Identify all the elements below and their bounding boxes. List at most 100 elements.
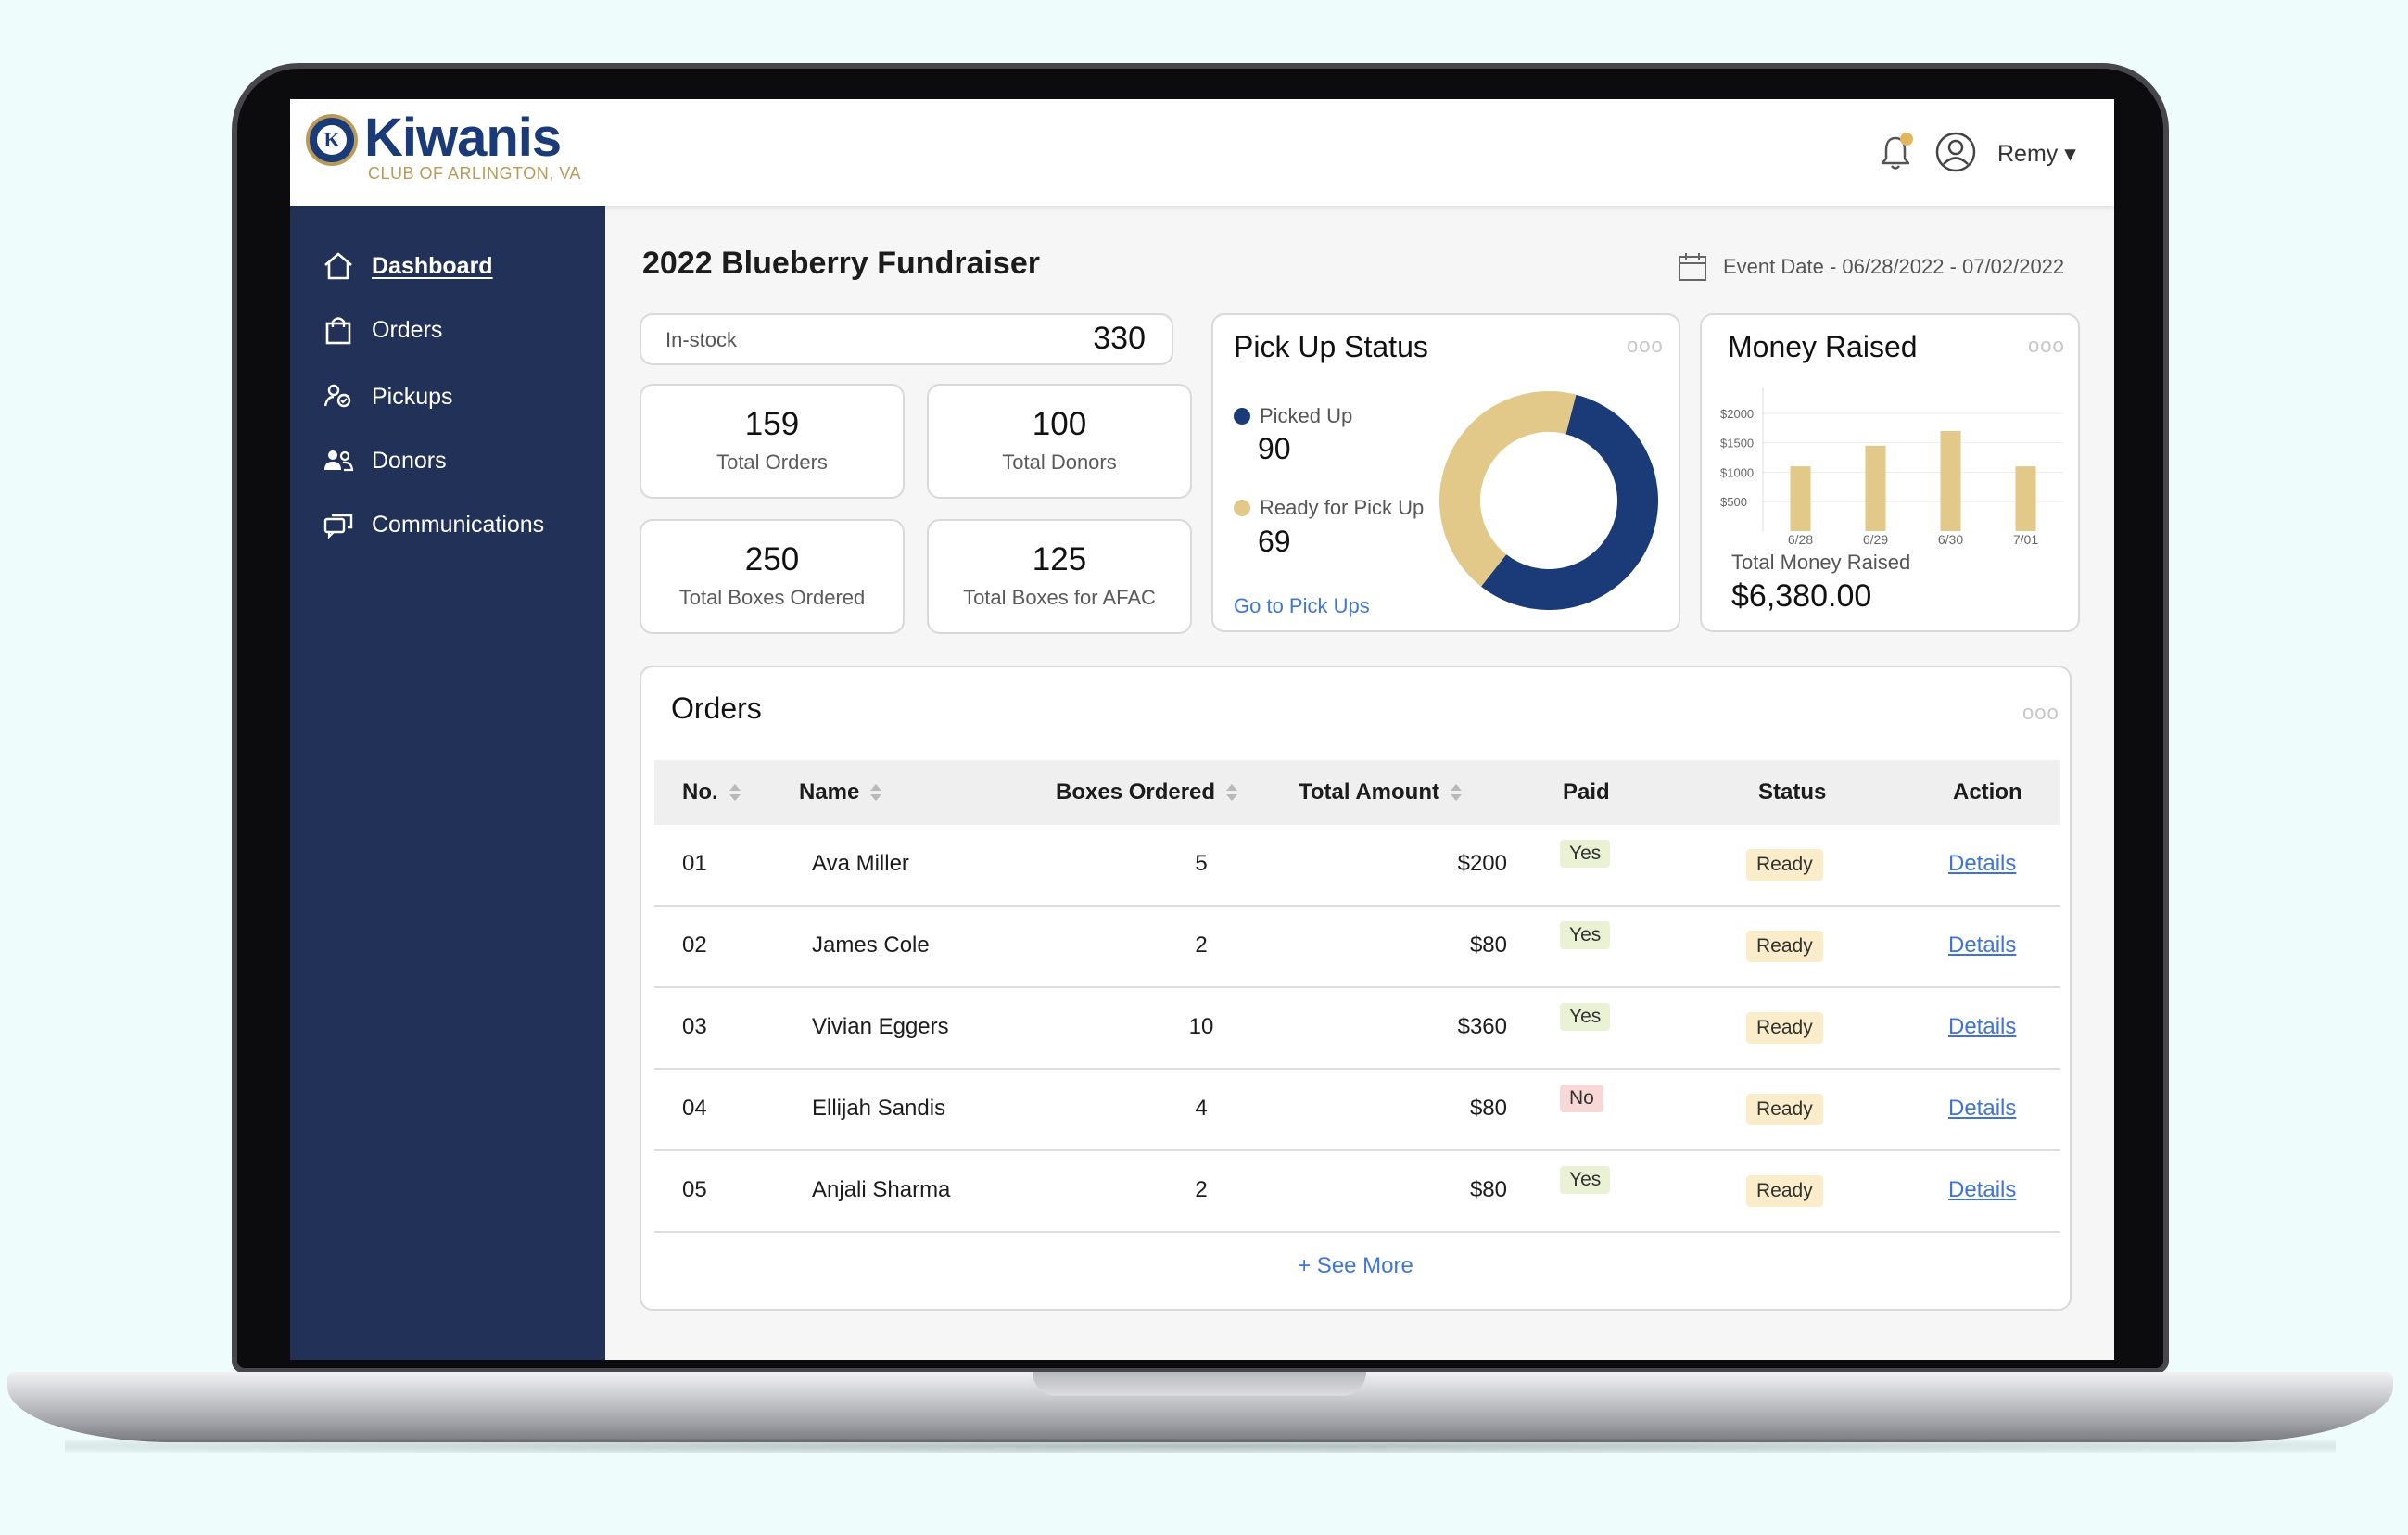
- stat-value: 250: [744, 541, 800, 577]
- stat-value: 100: [1032, 406, 1087, 442]
- more-options-icon[interactable]: ooo: [2028, 334, 2065, 357]
- brand-subtitle: CLUB OF ARLINGTON, VA: [368, 164, 581, 183]
- instock-label: In-stock: [665, 328, 738, 351]
- legend-dot-picked-icon: [1234, 408, 1250, 425]
- picked-up-value: 90: [1258, 432, 1291, 465]
- cell-amount: $80: [1469, 1177, 1507, 1202]
- stat-card-total-orders: 159 Total Orders: [640, 384, 905, 499]
- cell-amount: $360: [1457, 1014, 1507, 1039]
- bar: [1790, 466, 1811, 531]
- total-money-label: Total Money Raised: [1731, 551, 1911, 574]
- pickup-status-title: Pick Up Status: [1234, 330, 1428, 363]
- cell-no: 03: [682, 1014, 707, 1039]
- x-tick-label: 6/29: [1863, 532, 1888, 545]
- pickup-status-card: Pick Up Status ooo Picked Up 90 Ready fo…: [1211, 313, 1680, 632]
- pickup-icon: [323, 384, 351, 408]
- ready-value: 69: [1258, 525, 1291, 558]
- column-header-name[interactable]: Name: [799, 780, 882, 806]
- user-menu-dropdown[interactable]: Remy ▾: [1997, 141, 2076, 167]
- cell-boxes: 4: [1195, 1096, 1208, 1121]
- table-row: 02 James Cole 2 $80 Yes Ready Details: [654, 907, 2060, 988]
- cell-boxes: 5: [1195, 851, 1208, 876]
- cell-name: James Cole: [812, 932, 930, 958]
- cell-name: Vivian Eggers: [812, 1014, 949, 1039]
- sort-icon[interactable]: [729, 783, 741, 802]
- see-more-button[interactable]: + See More: [1298, 1253, 1413, 1278]
- stat-value: 125: [1032, 541, 1087, 577]
- column-header-no[interactable]: No.: [682, 780, 741, 806]
- sidebar-item-label: Pickups: [372, 383, 453, 410]
- table-row: 03 Vivian Eggers 10 $360 Yes Ready Detai…: [654, 988, 2060, 1070]
- stat-label: Total Boxes for AFAC: [963, 586, 1156, 609]
- people-icon: [324, 450, 354, 472]
- paid-badge: Yes: [1560, 1166, 1611, 1194]
- user-avatar-icon[interactable]: [1935, 132, 1976, 172]
- orders-title: Orders: [671, 691, 762, 725]
- top-bar: K Kiwanis CLUB OF ARLINGTON, VA Remy ▾: [290, 99, 2114, 206]
- more-options-icon[interactable]: ooo: [2022, 701, 2059, 724]
- go-to-pickups-link[interactable]: Go to Pick Ups: [1234, 594, 1370, 617]
- stat-card-total-boxes-afac: 125 Total Boxes for AFAC: [927, 519, 1192, 634]
- bar: [1865, 445, 1886, 531]
- cell-no: 02: [682, 932, 707, 958]
- sort-icon[interactable]: [1226, 783, 1238, 802]
- shopping-bag-icon: [325, 317, 351, 345]
- money-bar-chart: $2000 $1500 $1000 $500 6/28 6/29 6/30 7/01: [1720, 387, 2063, 545]
- brand-name[interactable]: Kiwanis: [364, 108, 562, 168]
- y-tick-label: $500: [1720, 495, 1747, 509]
- sidebar-item-dashboard[interactable]: Dashboard: [290, 242, 605, 290]
- cell-amount: $80: [1469, 932, 1507, 958]
- sort-icon[interactable]: [1450, 783, 1462, 802]
- paid-badge: Yes: [1560, 840, 1611, 868]
- paid-badge: Yes: [1560, 1003, 1611, 1031]
- column-header-status: Status: [1758, 780, 1827, 805]
- laptop-shadow: [65, 1439, 2336, 1453]
- sidebar-item-communications[interactable]: Communications: [290, 501, 605, 549]
- instock-value: 330: [1093, 321, 1146, 356]
- sidebar-item-donors[interactable]: Donors: [290, 437, 605, 485]
- y-tick-label: $1500: [1720, 437, 1754, 450]
- paid-badge: Yes: [1560, 921, 1611, 949]
- legend-picked-up: Picked Up: [1234, 404, 1352, 428]
- more-options-icon[interactable]: ooo: [1627, 334, 1664, 357]
- calendar-icon: [1679, 253, 1706, 281]
- status-badge: Ready: [1746, 1175, 1823, 1207]
- cell-no: 01: [682, 851, 707, 876]
- total-money-value: $6,380.00: [1731, 578, 1872, 614]
- home-icon: [324, 252, 352, 280]
- cell-boxes: 2: [1195, 932, 1208, 958]
- paid-badge: No: [1560, 1085, 1603, 1112]
- details-link[interactable]: Details: [1948, 932, 2017, 958]
- cell-amount: $200: [1457, 851, 1507, 876]
- x-tick-label: 7/01: [2013, 532, 2038, 545]
- sort-icon[interactable]: [870, 783, 882, 802]
- stat-label: Total Orders: [716, 450, 828, 474]
- details-link[interactable]: Details: [1948, 1014, 2017, 1039]
- stat-label: Total Boxes Ordered: [678, 586, 866, 609]
- table-row: 05 Anjali Sharma 2 $80 Yes Ready Details: [654, 1151, 2060, 1233]
- table-row: 04 Ellijah Sandis 4 $80 No Ready Details: [654, 1070, 2060, 1151]
- details-link[interactable]: Details: [1948, 851, 2017, 876]
- page-title: 2022 Blueberry Fundraiser: [642, 246, 1040, 281]
- column-header-amount[interactable]: Total Amount: [1299, 780, 1462, 806]
- bar: [2015, 466, 2036, 531]
- column-header-boxes[interactable]: Boxes Ordered: [1056, 780, 1238, 806]
- table-header: No. Name Boxes Ordered Total Amount Paid…: [654, 760, 2060, 825]
- details-link[interactable]: Details: [1948, 1177, 2017, 1202]
- cell-boxes: 2: [1195, 1177, 1208, 1202]
- legend-dot-ready-icon: [1234, 500, 1250, 516]
- cell-name: Ava Miller: [812, 851, 909, 876]
- sidebar-item-label: Dashboard: [372, 252, 493, 279]
- sidebar-item-pickups[interactable]: Pickups: [290, 373, 605, 421]
- donut-slice-ready: [1439, 391, 1658, 610]
- sidebar-item-label: Communications: [372, 511, 545, 538]
- event-date: Event Date - 06/28/2022 - 07/02/2022: [1723, 255, 2065, 278]
- sidebar-item-orders[interactable]: Orders: [290, 306, 605, 354]
- cell-boxes: 10: [1188, 1014, 1214, 1039]
- status-badge: Ready: [1746, 1094, 1823, 1125]
- stat-card-total-donors: 100 Total Donors: [927, 384, 1192, 499]
- chat-icon: [323, 514, 353, 539]
- details-link[interactable]: Details: [1948, 1096, 2017, 1121]
- column-header-action: Action: [1953, 780, 2022, 805]
- cell-no: 05: [682, 1177, 707, 1202]
